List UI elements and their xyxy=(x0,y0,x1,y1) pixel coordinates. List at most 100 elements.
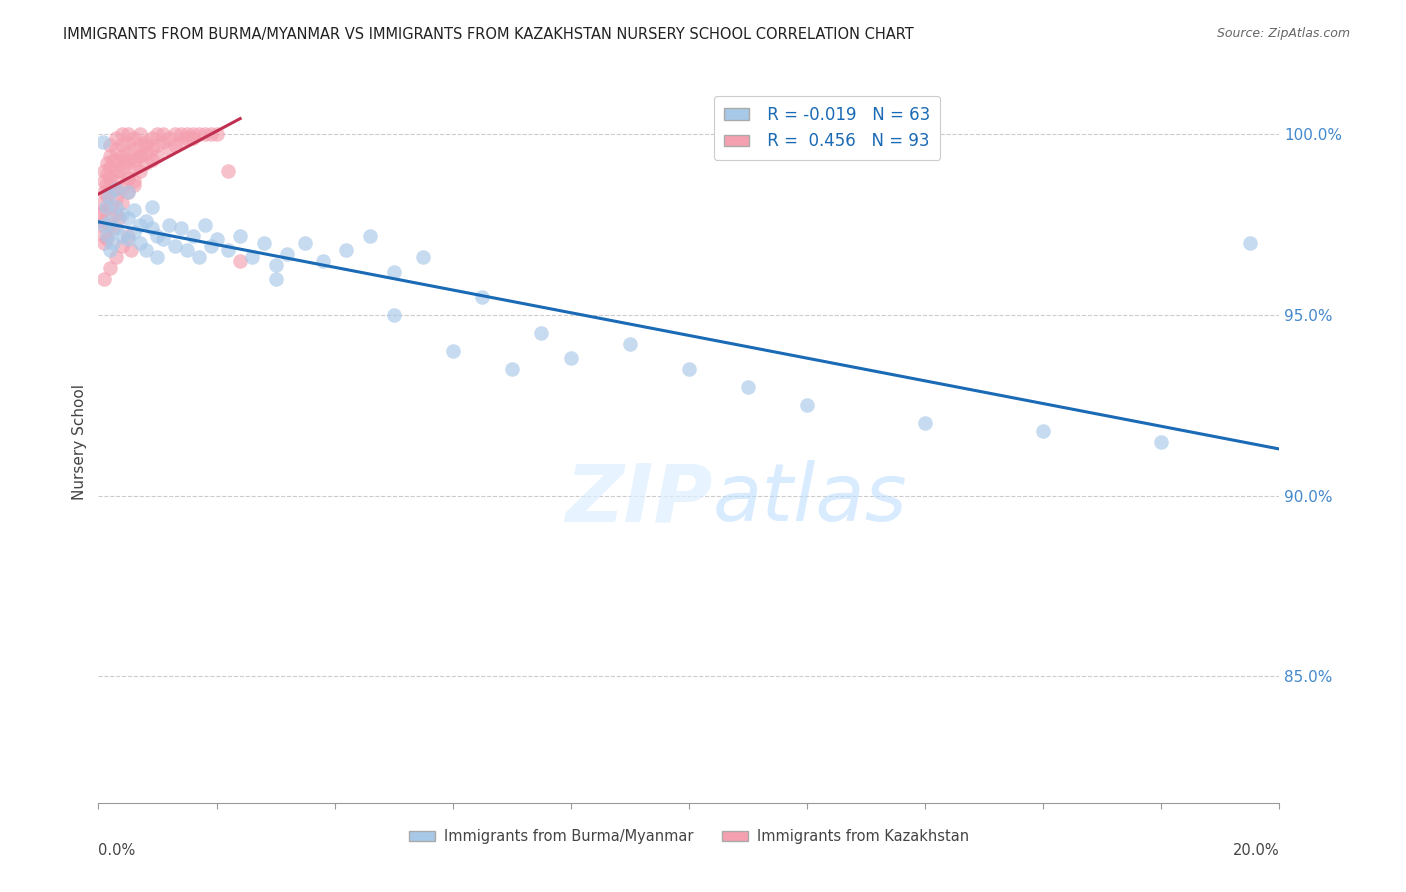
Point xyxy=(98,189,121,203)
Point xyxy=(122,153,145,167)
Point xyxy=(105,142,128,156)
Point xyxy=(157,142,180,156)
Point xyxy=(229,253,252,268)
Point xyxy=(135,156,157,170)
Point xyxy=(105,193,128,207)
Point xyxy=(146,128,169,142)
Point xyxy=(176,243,198,257)
Point xyxy=(117,145,139,160)
Point xyxy=(181,128,204,142)
Point xyxy=(737,380,759,394)
Point xyxy=(122,174,145,188)
Point xyxy=(441,344,464,359)
Point xyxy=(111,128,134,142)
Point xyxy=(619,337,641,351)
Point xyxy=(93,203,115,218)
Point xyxy=(141,131,163,145)
Point xyxy=(105,181,128,195)
Point xyxy=(93,272,115,286)
Point xyxy=(146,228,169,243)
Point xyxy=(135,135,157,149)
Point xyxy=(117,211,139,225)
Point xyxy=(135,138,157,153)
Point xyxy=(105,131,128,145)
Point xyxy=(98,243,121,257)
Point xyxy=(98,178,121,192)
Point xyxy=(98,214,121,228)
Point xyxy=(117,232,139,246)
Point xyxy=(170,221,193,235)
Point xyxy=(165,138,187,153)
Point xyxy=(796,398,818,412)
Point xyxy=(200,128,222,142)
Point xyxy=(91,196,114,211)
Point xyxy=(141,200,163,214)
Point xyxy=(91,135,114,149)
Point xyxy=(678,362,700,376)
Point xyxy=(128,149,150,163)
Point xyxy=(89,218,111,232)
Point xyxy=(128,235,150,250)
Point xyxy=(1150,434,1173,449)
Point xyxy=(122,225,145,239)
Point xyxy=(294,235,316,250)
Point xyxy=(98,149,121,163)
Point xyxy=(122,203,145,218)
Point xyxy=(135,214,157,228)
Point xyxy=(187,250,209,264)
Point xyxy=(122,131,145,145)
Point xyxy=(128,218,150,232)
Point xyxy=(111,228,134,243)
Point xyxy=(240,250,263,264)
Point xyxy=(122,142,145,156)
Point xyxy=(111,196,134,211)
Point xyxy=(382,265,405,279)
Point xyxy=(98,200,121,214)
Point xyxy=(103,235,125,250)
Point xyxy=(187,128,209,142)
Point xyxy=(98,170,121,185)
Point xyxy=(105,181,128,195)
Point xyxy=(105,221,128,235)
Point xyxy=(200,239,222,253)
Point xyxy=(98,138,121,153)
Point xyxy=(530,326,553,340)
Point xyxy=(165,128,187,142)
Point xyxy=(170,128,193,142)
Point xyxy=(108,163,131,178)
Point xyxy=(205,232,228,246)
Point xyxy=(98,218,121,232)
Point xyxy=(471,290,494,304)
Point xyxy=(128,138,150,153)
Point xyxy=(105,174,128,188)
Point xyxy=(98,261,121,276)
Point xyxy=(117,170,139,185)
Point xyxy=(359,228,381,243)
Point xyxy=(117,135,139,149)
Point xyxy=(146,250,169,264)
Point xyxy=(146,138,169,153)
Point xyxy=(111,138,134,153)
Point xyxy=(105,250,128,264)
Point xyxy=(93,186,115,200)
Point xyxy=(96,189,118,203)
Point xyxy=(194,128,217,142)
Point xyxy=(157,131,180,145)
Point xyxy=(103,221,125,235)
Point xyxy=(122,178,145,192)
Point xyxy=(111,207,134,221)
Point xyxy=(128,163,150,178)
Point xyxy=(152,232,174,246)
Point xyxy=(122,160,145,174)
Text: 20.0%: 20.0% xyxy=(1233,843,1279,857)
Point xyxy=(128,128,150,142)
Point xyxy=(91,214,114,228)
Point xyxy=(120,243,142,257)
Point xyxy=(105,200,128,214)
Point xyxy=(128,149,150,163)
Text: ZIP: ZIP xyxy=(565,460,713,539)
Point xyxy=(157,218,180,232)
Point xyxy=(105,207,128,221)
Point xyxy=(205,128,228,142)
Text: 0.0%: 0.0% xyxy=(98,843,135,857)
